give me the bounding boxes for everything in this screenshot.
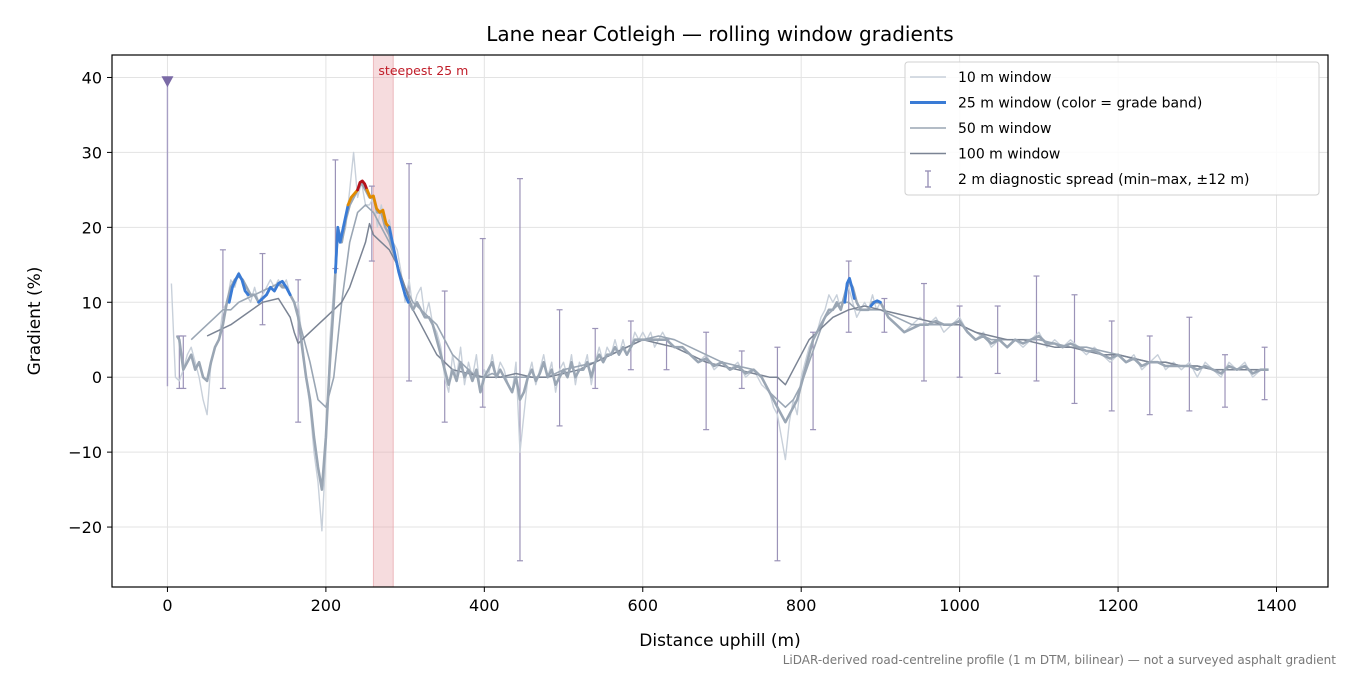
x-tick-label: 800	[786, 596, 817, 615]
x-axis-ticks: 0 200 400 600 800 1000 1200 1400	[162, 587, 1297, 615]
error-bar	[703, 331, 710, 431]
error-bar	[1261, 346, 1268, 401]
legend-entry: 100 m window	[910, 147, 1060, 163]
error-bar	[441, 290, 448, 423]
legend: 10 m window 25 m window (color = grade ba…	[904, 61, 1320, 196]
y-axis-ticks: −20 −10 0 10 20 30 40	[68, 68, 112, 537]
y-tick-label: 10	[82, 293, 102, 312]
error-bar	[1033, 275, 1040, 382]
series-lines	[170, 151, 1269, 532]
series-25-m-window	[175, 181, 1269, 491]
grade-band-segments	[227, 179, 882, 308]
error-bar	[1071, 294, 1078, 405]
grade-segment-low	[843, 276, 856, 304]
error-bar	[1146, 335, 1153, 416]
y-tick-label: 40	[82, 68, 102, 87]
error-bar	[516, 178, 523, 562]
y-tick-label: −10	[68, 443, 102, 462]
grade-segment-low	[387, 225, 410, 304]
x-tick-label: 600	[627, 596, 658, 615]
x-tick-label: 0	[162, 596, 172, 615]
error-bars	[176, 159, 1268, 562]
steepest-band	[372, 54, 394, 588]
y-tick-label: −20	[68, 518, 102, 537]
y-tick-label: 20	[82, 218, 102, 237]
series-100-m-window	[206, 222, 1261, 386]
y-tick-label: 0	[92, 368, 102, 387]
legend-box	[904, 61, 1320, 196]
x-tick-label: 1000	[939, 596, 980, 615]
plot-frame	[111, 54, 1329, 588]
legend-entry: 10 m window	[910, 70, 1051, 86]
grade-segment-mid	[346, 188, 360, 207]
error-bar	[1108, 320, 1115, 412]
error-bar	[259, 252, 266, 326]
legend-entry: 50 m window	[910, 121, 1051, 137]
legend-label: 2 m diagnostic spread (min–max, ±12 m)	[958, 172, 1249, 188]
error-bar	[406, 163, 413, 382]
footnote: LiDAR-derived road-centreline profile (1…	[783, 653, 1337, 667]
grade-segment-low	[333, 203, 350, 274]
grade-segment-high	[356, 179, 369, 192]
x-axis-label: Distance uphill (m)	[639, 631, 800, 651]
start-marker	[161, 76, 174, 387]
legend-entry: 2 m diagnostic spread (min–max, ±12 m)	[925, 170, 1249, 188]
legend-entry: 25 m window (color = grade band)	[910, 96, 1202, 112]
error-bar	[592, 327, 599, 390]
legend-label: 25 m window (color = grade band)	[958, 96, 1202, 112]
grade-segment-low	[869, 299, 882, 308]
error-bar	[1186, 316, 1193, 412]
x-tick-label: 1200	[1098, 596, 1139, 615]
error-bar	[881, 297, 888, 333]
x-tick-label: 400	[469, 596, 500, 615]
error-bar	[774, 346, 781, 562]
y-tick-label: 30	[82, 143, 102, 162]
error-bar	[845, 260, 852, 333]
annotation-band: steepest 25 m	[372, 54, 468, 588]
steepest-label: steepest 25 m	[378, 63, 468, 78]
chart-title: Lane near Cotleigh — rolling window grad…	[486, 22, 953, 46]
error-bar	[556, 309, 563, 427]
error-bar	[1222, 354, 1229, 408]
legend-label: 10 m window	[958, 70, 1051, 86]
legend-label: 50 m window	[958, 121, 1051, 137]
legend-label: 100 m window	[958, 147, 1060, 163]
grade-segment-low	[227, 272, 250, 304]
error-bar	[295, 279, 302, 423]
x-tick-label: 1400	[1256, 596, 1297, 615]
y-axis-label: Gradient (%)	[25, 267, 45, 376]
grade-segment-mid	[365, 188, 391, 229]
x-tick-label: 200	[311, 596, 342, 615]
grade-segment-low	[257, 279, 292, 304]
marker-triangle	[161, 76, 174, 88]
error-bar	[920, 282, 927, 382]
